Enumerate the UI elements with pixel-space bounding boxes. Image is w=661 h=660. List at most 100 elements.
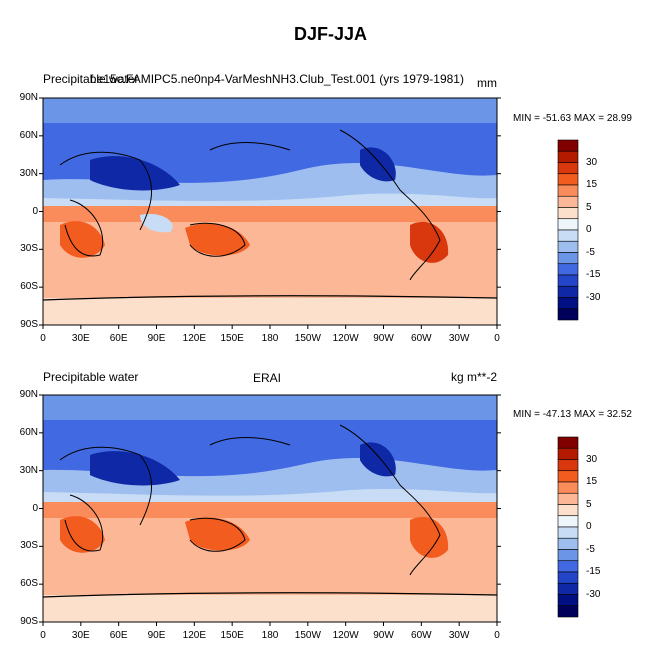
colorbar-swatch — [557, 240, 579, 253]
colorbar-swatch — [557, 274, 579, 287]
colorbar-swatch — [557, 173, 579, 186]
lat-tick-label: 30N — [19, 464, 38, 476]
colorbar-tick-label: -30 — [586, 291, 601, 303]
colorbar-swatch — [557, 150, 579, 163]
colorbar-tick-label: 5 — [586, 201, 592, 213]
lon-tick-label: 0 — [494, 630, 500, 641]
lon-tick-label: 0 — [40, 333, 46, 344]
lon-tick-label: 150W — [294, 630, 321, 641]
lon-tick-label: 60W — [411, 333, 432, 344]
lon-tick-label: 30W — [448, 630, 470, 641]
colorbar-swatch — [557, 560, 579, 573]
colorbar-tick-label: -15 — [586, 566, 601, 577]
colorbar-tick-label: -15 — [586, 269, 601, 280]
panel1-variable-label: Precipitable water — [43, 72, 139, 86]
colorbar-tick-label: 0 — [586, 521, 592, 532]
colorbar-swatch — [557, 459, 579, 472]
colorbar-swatch — [557, 481, 579, 494]
lon-tick-label: 180 — [261, 333, 279, 344]
lon-tick-label: 60E — [109, 333, 128, 344]
lon-tick-label: 30W — [448, 333, 470, 344]
lat-tick-label: 60S — [20, 281, 38, 293]
lat-tick-label: 60N — [19, 129, 38, 141]
colorbar-swatch — [557, 526, 579, 539]
lat-tick-label: 60N — [19, 426, 38, 438]
colorbar-tick-label: -30 — [586, 588, 601, 600]
panel2-map — [43, 395, 497, 622]
colorbar-tick-label: 5 — [586, 498, 592, 510]
colorbar-tick-label: 30 — [586, 156, 598, 168]
colorbar-swatch — [557, 582, 579, 595]
lon-tick-label: 120E — [182, 630, 206, 641]
panel2-run-label: ERAI — [253, 371, 282, 385]
lon-tick-label: 150E — [220, 630, 244, 641]
colorbar-swatch — [557, 218, 579, 231]
lon-tick-label: 90W — [373, 333, 394, 344]
colorbar-tick-label: 15 — [586, 476, 598, 487]
colorbar-tick-label: 0 — [586, 224, 592, 235]
axis-ticks — [39, 97, 501, 626]
colorbar-swatch — [557, 195, 579, 208]
panel2-variable-label: Precipitable water — [43, 370, 139, 384]
colorbar-swatch — [557, 263, 579, 276]
colorbar-swatch — [557, 594, 579, 607]
lon-tick-label: 120E — [182, 333, 206, 344]
colorbar-swatch — [557, 285, 579, 298]
panel2-units-label: kg m**-2 — [450, 370, 497, 384]
colorbar-swatch — [557, 549, 579, 562]
colorbar-swatch — [557, 436, 579, 449]
lon-tick-label: 150E — [220, 333, 244, 344]
colorbar-swatch — [557, 297, 579, 310]
lon-tick-label: 120W — [332, 333, 359, 344]
colorbar-swatch — [557, 504, 579, 517]
lat-tick-label: 90S — [20, 319, 38, 330]
colorbar-swatch — [557, 308, 579, 321]
lon-tick-label: 0 — [40, 630, 46, 641]
lon-tick-label: 0 — [494, 333, 500, 344]
colorbar-tick-label: 15 — [586, 179, 598, 190]
lat-tick-label: 90S — [20, 616, 38, 627]
colorbar-tick-label: -5 — [586, 543, 595, 555]
colorbar-swatch — [557, 162, 579, 175]
lon-tick-label: 90W — [373, 630, 394, 641]
colorbars — [557, 139, 579, 618]
lon-tick-label: 150W — [294, 333, 321, 344]
panel1-stats-label: MIN = -51.63 MAX = 28.99 — [513, 113, 632, 124]
lat-tick-label: 0 — [32, 205, 38, 217]
colorbar-swatch — [557, 571, 579, 584]
lon-tick-label: 30E — [71, 333, 90, 344]
lon-tick-label: 180 — [261, 630, 279, 641]
figure-title: DJF-JJA — [293, 24, 368, 44]
lon-tick-label: 30E — [71, 630, 90, 641]
colorbar-swatch — [557, 605, 579, 618]
colorbar-swatch — [557, 515, 579, 528]
lat-tick-label: 0 — [32, 502, 38, 514]
lon-tick-label: 90E — [147, 333, 166, 344]
lon-tick-label: 60E — [109, 630, 128, 641]
colorbar-swatch — [557, 184, 579, 197]
lat-tick-label: 30S — [20, 243, 38, 255]
panel2-stats-label: MIN = -47.13 MAX = 32.52 — [513, 409, 632, 420]
lon-tick-label: 90E — [147, 630, 166, 641]
colorbar-tick-label: 30 — [586, 453, 598, 465]
panel1-run-label: f.e15c.FAMIPC5.ne0np4-VarMeshNH3.Club_Te… — [90, 72, 464, 86]
colorbar-swatch — [557, 229, 579, 242]
lat-tick-label: 90N — [19, 389, 38, 400]
lon-tick-label: 120W — [332, 630, 359, 641]
lat-tick-label: 30N — [19, 167, 38, 179]
colorbar-swatch — [557, 139, 579, 152]
panel1-units-label: mm — [477, 76, 497, 90]
lat-tick-label: 90N — [19, 92, 38, 103]
colorbar-swatch — [557, 447, 579, 460]
colorbar-swatch — [557, 537, 579, 550]
lat-tick-label: 30S — [20, 540, 38, 552]
colorbar-swatch — [557, 252, 579, 265]
lon-tick-label: 60W — [411, 630, 432, 641]
colorbar-swatch — [557, 492, 579, 505]
lat-tick-label: 60S — [20, 578, 38, 590]
colorbar-tick-label: -5 — [586, 246, 595, 258]
colorbar-swatch — [557, 470, 579, 483]
panel1-map — [43, 98, 497, 325]
colorbar-swatch — [557, 207, 579, 220]
